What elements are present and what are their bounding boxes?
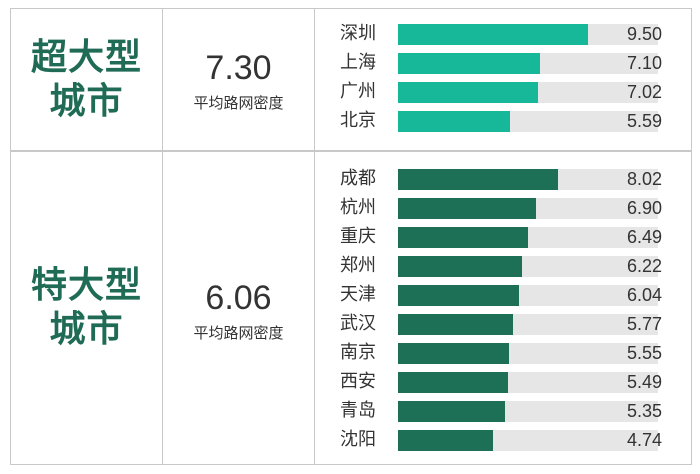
bar-row: 成都 8.02	[330, 167, 690, 191]
average-label: 平均路网密度	[193, 94, 284, 112]
bar-row: 北京 5.59	[330, 109, 690, 133]
value-label: 9.50	[626, 24, 662, 44]
value-label: 5.59	[626, 111, 662, 131]
bar	[398, 256, 523, 277]
category-label: 成都	[340, 168, 376, 189]
category-label: 北京	[340, 110, 376, 131]
table-bottom-border	[10, 464, 692, 465]
bar	[398, 285, 519, 306]
group-label-super: 超大型 城市	[11, 9, 162, 150]
value-label: 4.74	[626, 430, 662, 450]
bar-track	[398, 401, 658, 422]
average-value: 6.06	[205, 279, 272, 317]
bar-track	[398, 372, 658, 393]
category-label: 沈阳	[340, 429, 376, 450]
value-label: 6.90	[626, 198, 662, 218]
bar-row: 南京 5.55	[330, 341, 690, 365]
bar-track	[398, 285, 658, 306]
value-label: 7.02	[626, 82, 662, 102]
value-label: 5.49	[626, 372, 662, 392]
category-label: 郑州	[340, 255, 376, 276]
category-label: 上海	[340, 52, 376, 73]
value-label: 6.49	[626, 227, 662, 247]
value-label: 5.55	[626, 343, 662, 363]
bar	[398, 430, 493, 451]
bar-row: 上海 7.10	[330, 51, 690, 75]
group-label-mega: 特大型 城市	[11, 152, 162, 464]
value-label: 6.04	[626, 285, 662, 305]
category-label: 青岛	[340, 400, 376, 421]
bar	[398, 111, 510, 132]
bar-row: 天津 6.04	[330, 283, 690, 307]
bar-row: 广州 7.02	[330, 80, 690, 104]
bar	[398, 24, 588, 45]
average-value: 7.30	[205, 49, 272, 87]
bar	[398, 343, 509, 364]
bar	[398, 227, 528, 248]
category-label: 广州	[340, 81, 376, 102]
bar	[398, 198, 536, 219]
bar	[398, 401, 505, 422]
bar-track	[398, 82, 658, 103]
group-name-line-1: 特大型	[30, 265, 142, 306]
column-divider-2	[314, 8, 315, 465]
table-right-border	[691, 8, 692, 465]
bar	[398, 82, 539, 103]
value-label: 5.77	[626, 314, 662, 334]
bar	[398, 372, 508, 393]
bar-track	[398, 343, 658, 364]
bar-track	[398, 227, 658, 248]
bar	[398, 169, 559, 190]
value-label: 8.02	[626, 169, 662, 189]
group-name-line-1: 超大型	[30, 36, 142, 78]
group-name-line-2: 城市	[49, 309, 124, 350]
bar-track	[398, 430, 658, 451]
bar-row: 杭州 6.90	[330, 196, 690, 220]
average-label: 平均路网密度	[193, 324, 284, 342]
average-mega: 6.06 平均路网密度	[163, 278, 314, 343]
value-label: 7.10	[626, 53, 662, 73]
bar-row: 深圳 9.50	[330, 22, 690, 46]
bar-row: 沈阳 4.74	[330, 428, 690, 452]
bar-track	[398, 314, 658, 335]
bar-track	[398, 24, 658, 45]
bar-row: 青岛 5.35	[330, 399, 690, 423]
column-divider-1	[162, 8, 163, 465]
category-label: 杭州	[340, 197, 376, 218]
group-divider	[10, 150, 692, 152]
bar-track	[398, 256, 658, 277]
bar-track	[398, 169, 658, 190]
bar-track	[398, 111, 658, 132]
category-label: 南京	[340, 342, 376, 363]
value-label: 5.35	[626, 401, 662, 421]
category-label: 西安	[340, 371, 376, 392]
group-name-line-2: 城市	[49, 80, 124, 122]
bar-row: 郑州 6.22	[330, 254, 690, 278]
bar	[398, 53, 540, 74]
table-left-border	[10, 8, 11, 465]
category-label: 重庆	[340, 226, 376, 247]
category-label: 天津	[340, 284, 376, 305]
category-label: 武汉	[340, 313, 376, 334]
bar	[398, 314, 514, 335]
bar-row: 重庆 6.49	[330, 225, 690, 249]
table-top-border	[10, 8, 692, 9]
bar-track	[398, 53, 658, 74]
value-label: 6.22	[626, 256, 662, 276]
bar-row: 西安 5.49	[330, 370, 690, 394]
average-super: 7.30 平均路网密度	[163, 48, 314, 113]
bar-track	[398, 198, 658, 219]
category-label: 深圳	[340, 23, 376, 44]
bar-row: 武汉 5.77	[330, 312, 690, 336]
